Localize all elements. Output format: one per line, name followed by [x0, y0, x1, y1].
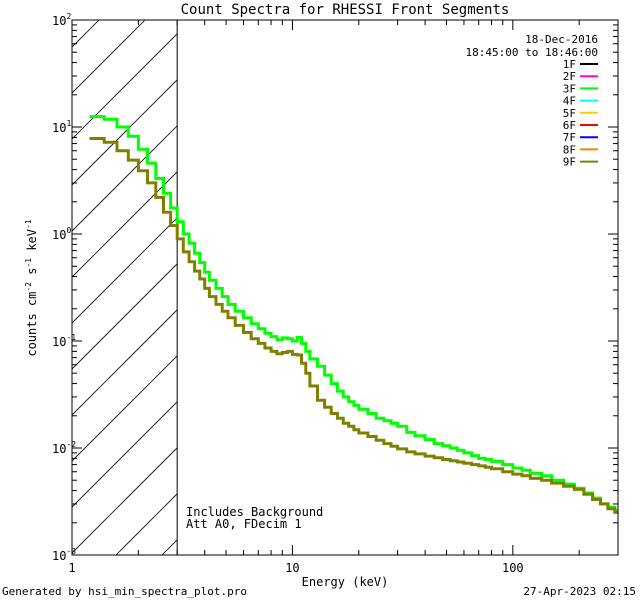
y-tick-label: 102 [52, 12, 71, 28]
footer-generated-by: Generated by hsi_min_spectra_plot.pro [2, 585, 247, 598]
hatch-line [72, 447, 178, 554]
hatch-line [72, 79, 178, 186]
y-tick-label: 10-3 [52, 547, 76, 563]
hatch-line [115, 493, 178, 555]
annotation-background: Includes Background [186, 505, 323, 519]
legend-label-3F: 3F [563, 82, 576, 95]
annotation-attenuator: Att A0, FDecim 1 [186, 517, 302, 531]
hatch-line [72, 309, 178, 416]
legend-label-9F: 9F [563, 156, 576, 169]
y-tick-label: 101 [52, 119, 71, 135]
plot-frame [71, 19, 619, 556]
legend-label-8F: 8F [563, 143, 576, 156]
time-range-label: 18:45:00 to 18:46:00 [466, 46, 598, 59]
series-9F-line [89, 137, 618, 514]
hatch-line [72, 33, 178, 140]
x-tick-label: 10 [285, 561, 299, 575]
legend-label-7F: 7F [563, 131, 576, 144]
x-axis-label: Energy (keV) [302, 575, 389, 589]
legend-label-6F: 6F [563, 119, 576, 132]
hatch-line [72, 125, 178, 232]
hatch-line [72, 263, 178, 370]
hatch-line [72, 20, 100, 48]
date-label: 18-Dec-2016 [525, 33, 598, 46]
hatch-line [72, 355, 178, 462]
legend-label-1F: 1F [563, 58, 576, 71]
x-tick-label-min: 1 [68, 561, 75, 575]
chart-title: Count Spectra for RHESSI Front Segments [181, 2, 510, 18]
hatch-line [72, 171, 178, 278]
hatch-line [0, 20, 7, 555]
series-3F-line [89, 115, 618, 513]
hatch-line [72, 217, 178, 324]
y-tick-label: 10-1 [52, 333, 76, 349]
hatched-region [0, 20, 178, 555]
legend-label-2F: 2F [563, 70, 576, 83]
y-axis-label: counts cm-2 s-1 keV-1 [24, 219, 39, 356]
y-tick-label: 10-2 [52, 440, 76, 456]
x-tick-label: 100 [502, 561, 524, 575]
footer-timestamp: 27-Apr-2023 02:15 [523, 585, 636, 598]
series-group [89, 20, 618, 555]
hatch-line [72, 401, 178, 508]
legend-label-4F: 4F [563, 95, 576, 108]
legend-label-5F: 5F [563, 107, 576, 120]
y-tick-label: 100 [52, 226, 71, 242]
axis-ticks [71, 20, 619, 556]
